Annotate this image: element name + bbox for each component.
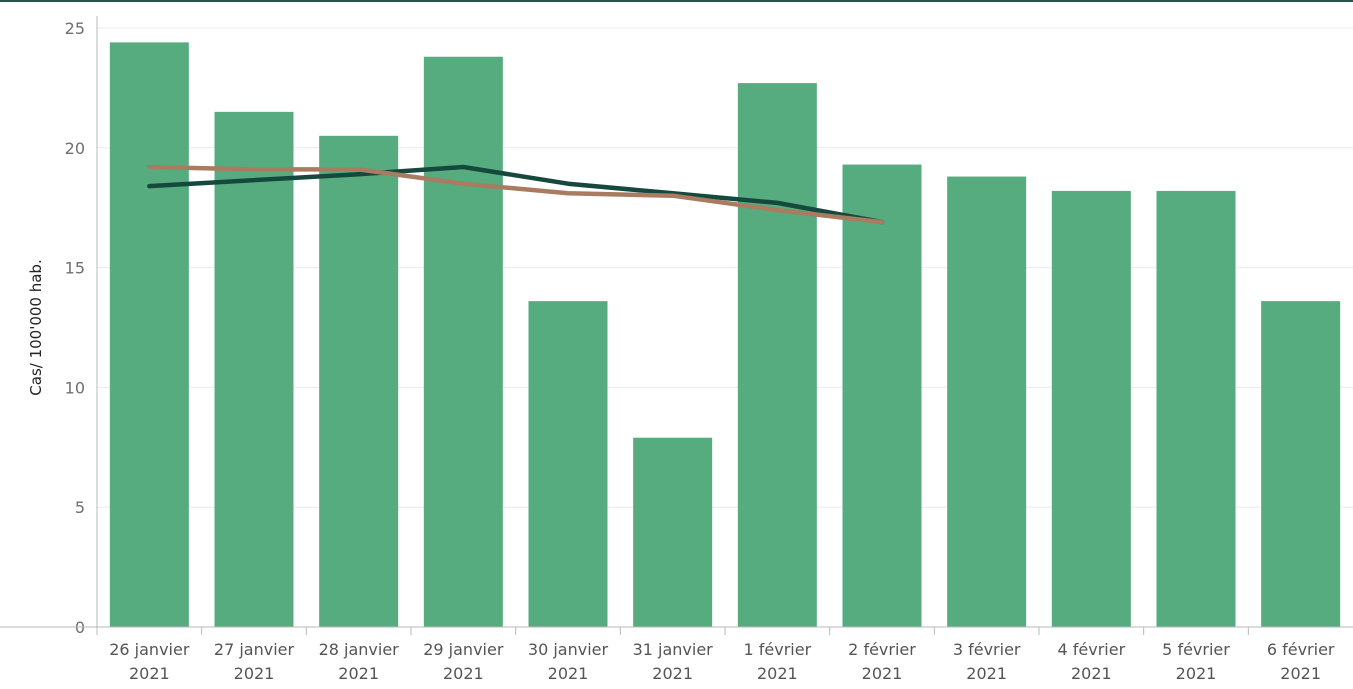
bar xyxy=(842,164,922,627)
bar xyxy=(1051,190,1131,628)
series-line xyxy=(147,164,885,225)
bar xyxy=(214,111,294,628)
bar xyxy=(1261,301,1341,627)
x-tick-label: 31 janvier 2021 xyxy=(633,640,714,683)
x-tick-label: 1 février 2021 xyxy=(744,640,812,683)
x-tick-label: 3 février 2021 xyxy=(953,640,1021,683)
series-lines xyxy=(147,164,885,225)
x-tick-label: 29 janvier 2021 xyxy=(423,640,504,683)
bar xyxy=(319,135,399,627)
x-tick-label: 5 février 2021 xyxy=(1162,640,1230,683)
x-tick-label: 6 février 2021 xyxy=(1267,640,1335,683)
bars xyxy=(109,42,1341,628)
bar xyxy=(737,83,817,627)
bar xyxy=(109,42,189,628)
top-accent-rule xyxy=(0,0,1353,2)
y-tick-label: 20 xyxy=(65,139,85,158)
series-line xyxy=(147,164,885,225)
y-tick-label: 25 xyxy=(65,19,85,38)
x-tick-label: 26 janvier 2021 xyxy=(109,640,190,683)
x-tick-label: 30 janvier 2021 xyxy=(528,640,609,683)
x-tick-label: 28 janvier 2021 xyxy=(319,640,400,683)
x-tick-label: 2 février 2021 xyxy=(848,640,916,683)
y-tick-label: 5 xyxy=(75,498,85,517)
bar xyxy=(1156,190,1236,628)
bar xyxy=(528,301,608,627)
gridlines xyxy=(97,27,1353,508)
bar xyxy=(947,176,1027,627)
bar xyxy=(633,437,713,627)
y-axis-title: Cas/ 100'000 hab. xyxy=(27,259,45,395)
y-tick-label: 15 xyxy=(65,259,85,278)
y-tick-label: 10 xyxy=(65,378,85,397)
bar xyxy=(423,56,503,627)
x-tick-label: 4 février 2021 xyxy=(1058,640,1126,683)
x-tick-label: 27 janvier 2021 xyxy=(214,640,295,683)
